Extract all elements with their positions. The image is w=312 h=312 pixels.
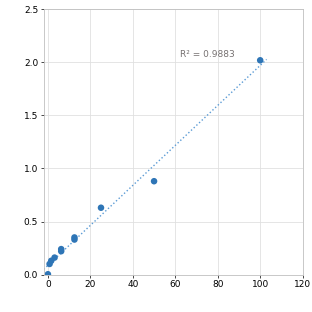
Point — [59, 249, 64, 254]
Point — [52, 255, 57, 260]
Point — [46, 272, 51, 277]
Point — [72, 237, 77, 242]
Point — [258, 58, 263, 63]
Point — [47, 261, 52, 266]
Point — [49, 258, 54, 263]
Point — [72, 235, 77, 240]
Point — [152, 179, 157, 184]
Point — [99, 205, 104, 210]
Text: R² = 0.9883: R² = 0.9883 — [179, 50, 234, 59]
Point — [59, 246, 64, 251]
